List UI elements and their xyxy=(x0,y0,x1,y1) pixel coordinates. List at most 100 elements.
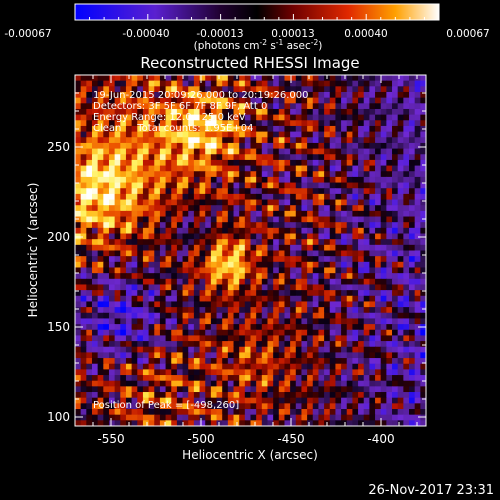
heatmap-cell xyxy=(369,171,376,178)
heatmap-cell xyxy=(346,86,353,93)
heatmap-cell xyxy=(108,397,116,404)
heatmap-cell xyxy=(363,86,370,93)
heatmap-cell xyxy=(324,91,331,99)
heatmap-cell xyxy=(403,171,410,178)
heatmap-cell xyxy=(414,420,421,426)
heatmap-cell xyxy=(131,80,138,87)
heatmap-cell xyxy=(278,278,286,286)
heatmap-cell xyxy=(239,301,246,308)
heatmap-cell xyxy=(165,148,172,155)
heatmap-cell xyxy=(154,86,161,93)
heatmap-cell xyxy=(165,199,172,206)
heatmap-cell xyxy=(108,165,116,172)
heatmap-cell xyxy=(165,176,172,184)
heatmap-cell xyxy=(397,244,404,252)
heatmap-cell xyxy=(182,239,189,246)
heatmap-cell xyxy=(137,369,144,376)
heatmap-cell xyxy=(103,154,110,161)
heatmap-cell xyxy=(125,91,133,99)
heatmap-cell xyxy=(176,250,184,257)
heatmap-cell xyxy=(165,227,172,235)
heatmap-cell xyxy=(392,352,399,359)
heatmap-cell xyxy=(278,352,286,359)
heatmap-cell xyxy=(284,295,291,303)
heatmap-cell xyxy=(159,324,167,331)
heatmap-cell xyxy=(244,397,252,404)
heatmap-cell xyxy=(403,284,410,291)
heatmap-cell xyxy=(358,290,365,297)
heatmap-cell xyxy=(86,205,93,212)
heatmap-cell xyxy=(205,375,212,382)
heatmap-cell xyxy=(346,137,353,144)
heatmap-cell xyxy=(273,75,280,82)
heatmap-cell xyxy=(403,80,410,87)
heatmap-cell xyxy=(154,182,161,189)
heatmap-cell xyxy=(409,205,416,212)
heatmap-cell xyxy=(120,125,127,133)
heatmap-cell xyxy=(341,369,348,376)
heatmap-cell xyxy=(290,341,297,348)
heatmap-cell xyxy=(114,267,121,274)
heatmap-cell xyxy=(233,290,240,297)
heatmap-cell xyxy=(188,301,195,308)
heatmap-cell xyxy=(318,165,325,172)
heatmap-cell xyxy=(375,341,382,348)
heatmap-cell xyxy=(397,199,404,206)
heatmap-cell xyxy=(193,273,201,280)
heatmap-cell xyxy=(159,403,167,410)
heatmap-cell xyxy=(335,193,342,201)
heatmap-cell xyxy=(131,267,138,274)
heatmap-cell xyxy=(267,346,274,353)
heatmap-cell xyxy=(397,358,404,365)
heatmap-cell xyxy=(290,369,297,376)
heatmap-cell xyxy=(329,358,337,365)
heatmap-cell xyxy=(392,397,399,404)
heatmap-cell xyxy=(182,142,189,150)
heatmap-cell xyxy=(216,324,223,331)
heatmap-cell xyxy=(205,199,212,206)
heatmap-cell xyxy=(324,375,331,382)
heatmap-cell xyxy=(108,216,116,223)
heatmap-cell xyxy=(261,358,269,365)
heatmap-cell xyxy=(210,222,218,229)
heatmap-cell xyxy=(250,244,257,252)
heatmap-cell xyxy=(120,369,127,376)
heatmap-cell xyxy=(148,108,155,116)
footer-date: 26-Nov-2017 23:31 xyxy=(368,483,494,498)
heatmap-cell xyxy=(210,86,218,93)
heatmap-cell xyxy=(97,312,104,320)
heatmap-cell xyxy=(386,75,393,82)
heatmap-cell xyxy=(86,358,93,365)
heatmap-cell xyxy=(346,409,353,416)
heatmap-cell xyxy=(261,352,269,359)
heatmap-cell xyxy=(114,375,121,382)
heatmap-cell xyxy=(341,284,348,291)
heatmap-cell xyxy=(91,375,99,382)
heatmap-cell xyxy=(273,358,280,365)
heatmap-cell xyxy=(369,380,376,387)
heatmap-cell xyxy=(210,108,218,116)
heatmap-cell xyxy=(307,369,314,376)
heatmap-cell xyxy=(193,86,201,93)
heatmap-cell xyxy=(171,307,178,314)
heatmap-cell xyxy=(335,91,342,99)
heatmap-cell xyxy=(290,103,297,110)
heatmap-cell xyxy=(120,97,127,104)
heatmap-cell xyxy=(375,239,382,246)
heatmap-cell xyxy=(154,120,161,127)
heatmap-cell xyxy=(273,159,280,167)
heatmap-cell xyxy=(125,142,133,150)
heatmap-cell xyxy=(103,205,110,212)
heatmap-cell xyxy=(205,205,212,212)
heatmap-cell xyxy=(380,193,387,201)
heatmap-cell xyxy=(80,91,87,99)
heatmap-cell xyxy=(193,120,201,127)
heatmap-cell xyxy=(176,227,184,235)
heatmap-cell xyxy=(188,318,195,325)
heatmap-cell xyxy=(120,256,127,263)
heatmap-cell xyxy=(227,420,235,426)
heatmap-cell xyxy=(403,335,410,342)
heatmap-cell xyxy=(301,409,308,416)
heatmap-cell xyxy=(403,386,410,393)
heatmap-cell xyxy=(409,131,416,138)
